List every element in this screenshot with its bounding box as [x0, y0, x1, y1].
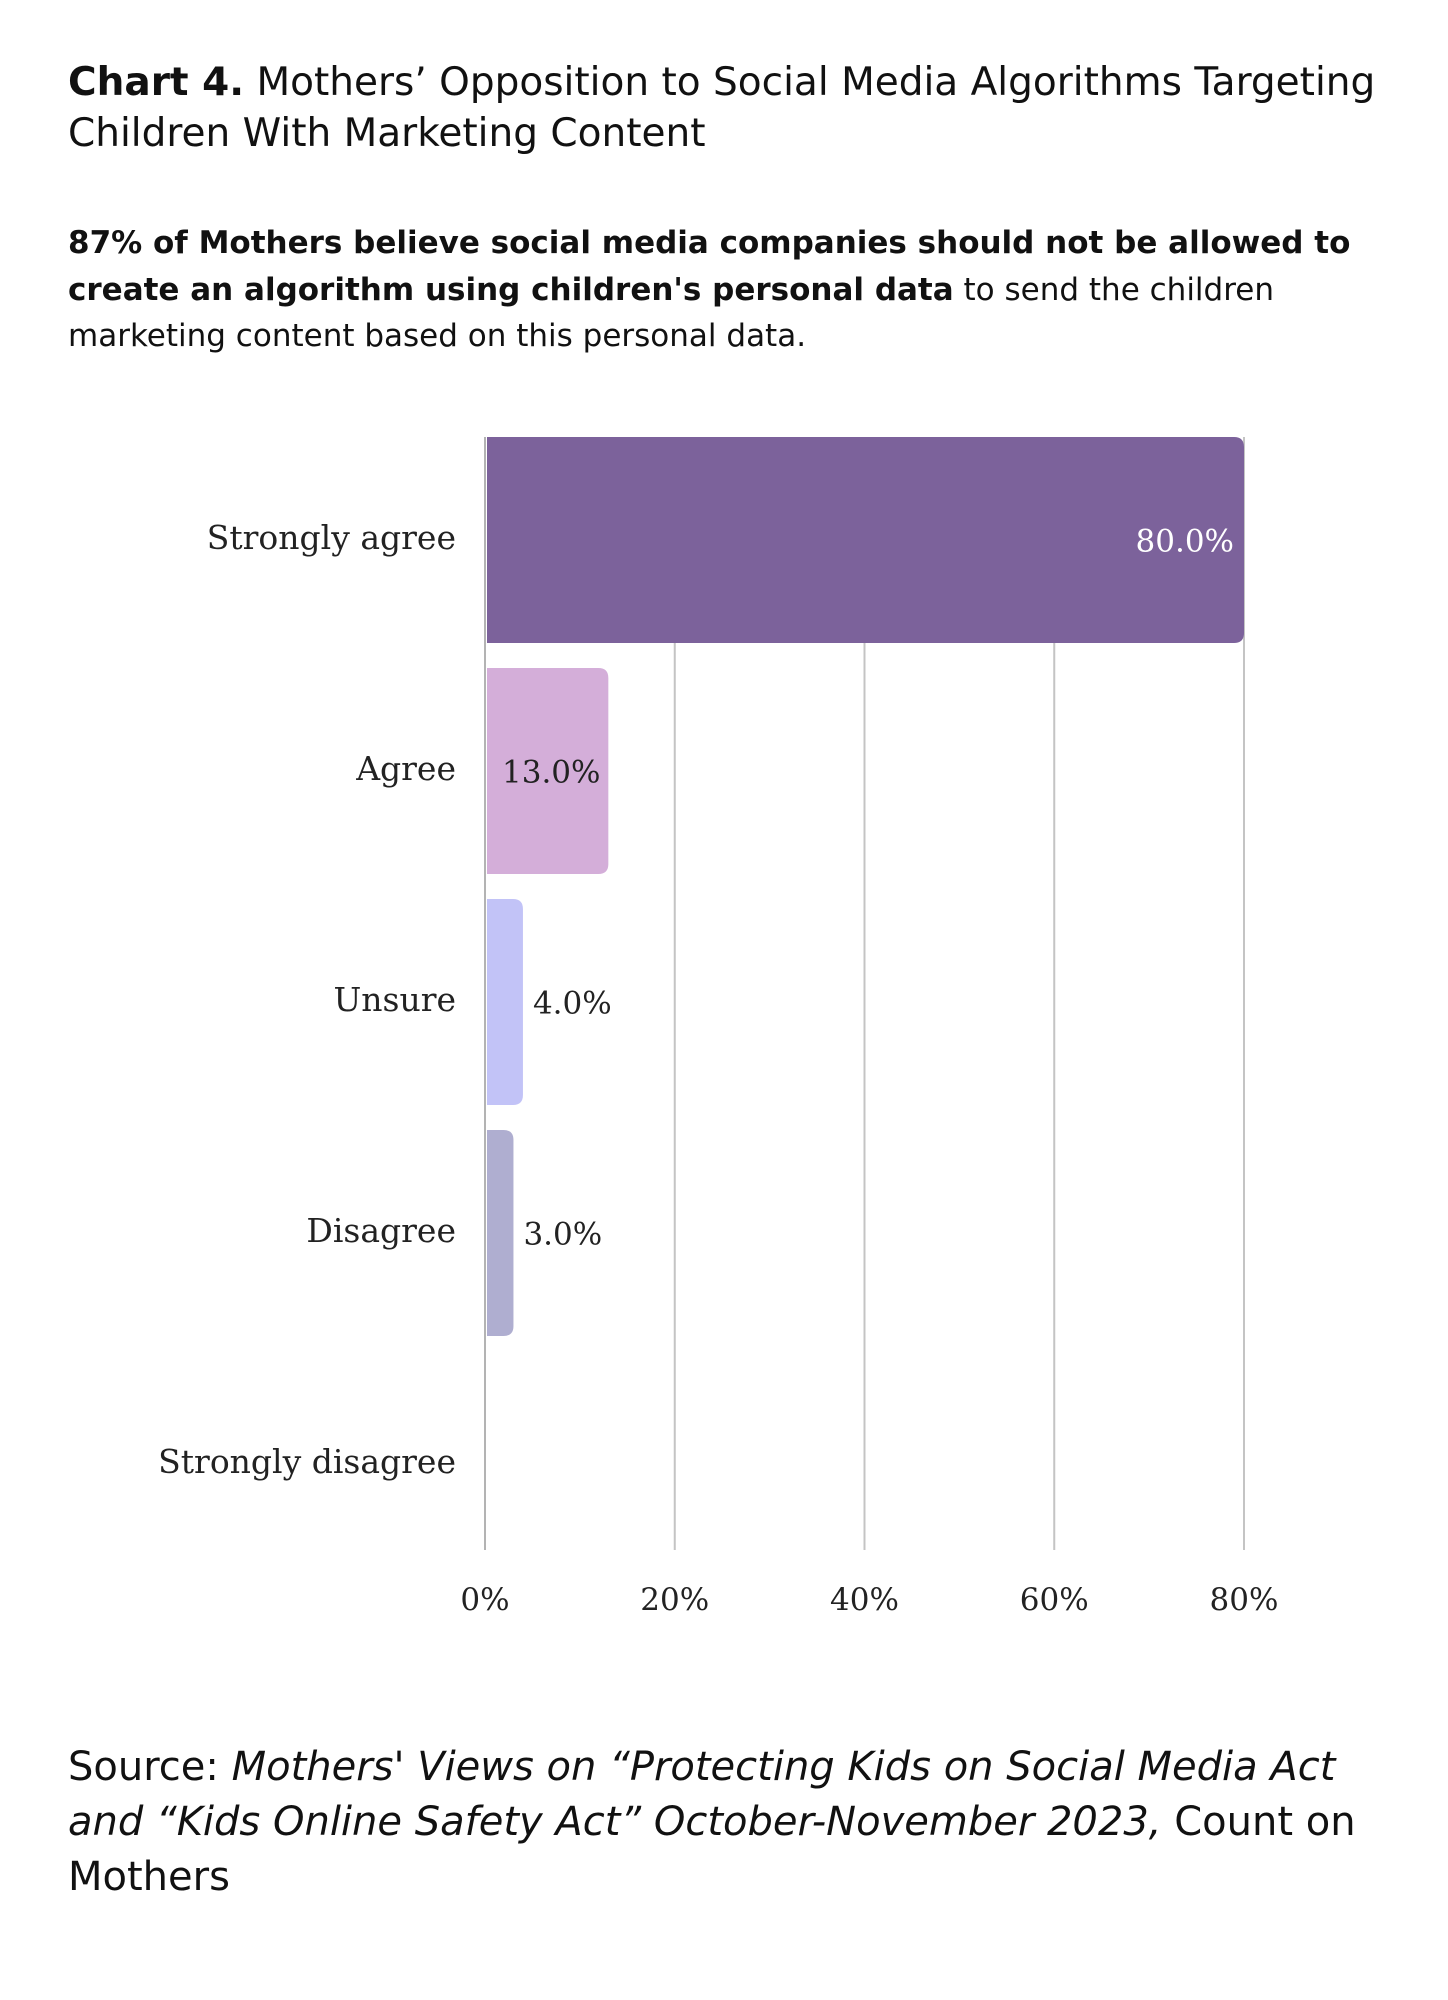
bar-disagree — [487, 1130, 514, 1336]
source-title: Mothers' Views on “Protecting Kids on So… — [68, 1744, 1336, 1846]
source-publisher: Count on Mothers — [68, 1799, 1356, 1901]
data-label-agree: 13.0% — [502, 755, 600, 791]
chart-title: Chart 4. Mothers’ Opposition to Social M… — [68, 58, 1388, 159]
subtitle-text: to send the children marketing content b… — [68, 271, 1275, 355]
category-label-disagree: Disagree — [306, 1211, 456, 1250]
category-label-unsure: Unsure — [333, 980, 456, 1019]
x-tick-label-60: 60% — [1020, 1582, 1089, 1618]
chart-number: Chart 4. — [68, 60, 245, 105]
bar-strongly-agree — [487, 437, 1244, 643]
data-label-disagree: 3.0% — [523, 1217, 602, 1253]
x-tick-label-80: 80% — [1210, 1582, 1279, 1618]
data-label-unsure: 4.0% — [533, 986, 612, 1022]
x-tick-label-0: 0% — [460, 1582, 509, 1618]
source-prefix: Source: — [68, 1744, 232, 1790]
bar-unsure — [487, 899, 523, 1105]
category-label-strongly-disagree: Strongly disagree — [158, 1442, 456, 1481]
category-label-strongly-agree: Strongly agree — [207, 518, 456, 557]
category-label-agree: Agree — [355, 749, 456, 788]
x-tick-label-40: 40% — [830, 1582, 899, 1618]
chart-title-text: Mothers’ Opposition to Social Media Algo… — [68, 60, 1376, 156]
source-note: Source: Mothers' Views on “Protecting Ki… — [68, 1740, 1388, 1906]
data-label-strongly-agree: 80.0% — [1136, 524, 1234, 560]
subtitle-highlight: 87% of Mothers believe social media comp… — [68, 225, 1351, 308]
x-tick-label-20: 20% — [640, 1582, 709, 1618]
bar-agree — [487, 668, 609, 874]
chart-subtitle: 87% of Mothers believe social media comp… — [68, 220, 1368, 360]
bar-chart: Strongly agree 80.0% Agree 13.0% Unsure 4.0% D… — [158, 437, 1279, 1618]
